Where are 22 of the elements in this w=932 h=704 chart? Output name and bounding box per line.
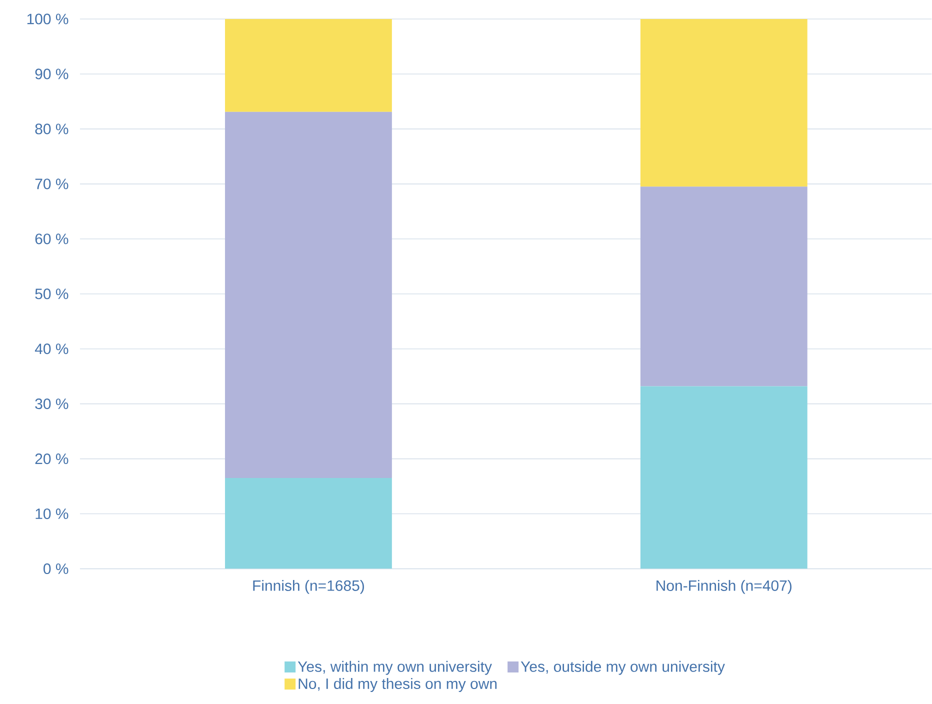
y-tick-label: 0 % (44, 564, 68, 574)
y-tick-label: 90 % (35, 68, 68, 80)
y-tick-label: 10 % (36, 508, 68, 520)
legend-label: Yes, outside my own university (520, 661, 725, 676)
bar (224, 112, 392, 478)
y-tick-label: 30 % (35, 398, 68, 410)
y-tick-label: 40 % (34, 344, 68, 354)
bar (640, 386, 808, 569)
bar (640, 186, 808, 386)
y-tick-label: 50 % (35, 288, 68, 300)
y-tick-label: 100 % (27, 14, 68, 24)
y-tick-label: 70 % (35, 178, 68, 190)
x-tick-label: Non-Finnish (n=407) (656, 580, 792, 594)
bar (224, 478, 392, 569)
y-tick-label: 60 % (35, 234, 68, 244)
legend-label: No, I did my thesis on my own (298, 678, 497, 692)
bar (224, 19, 392, 112)
y-tick-label: 80 % (35, 124, 68, 134)
legend-label: Yes, within my own university (298, 661, 492, 676)
bar (640, 19, 808, 187)
x-tick-label: Finnish (n=1685) (253, 580, 364, 594)
y-tick-label: 20 % (35, 454, 68, 464)
